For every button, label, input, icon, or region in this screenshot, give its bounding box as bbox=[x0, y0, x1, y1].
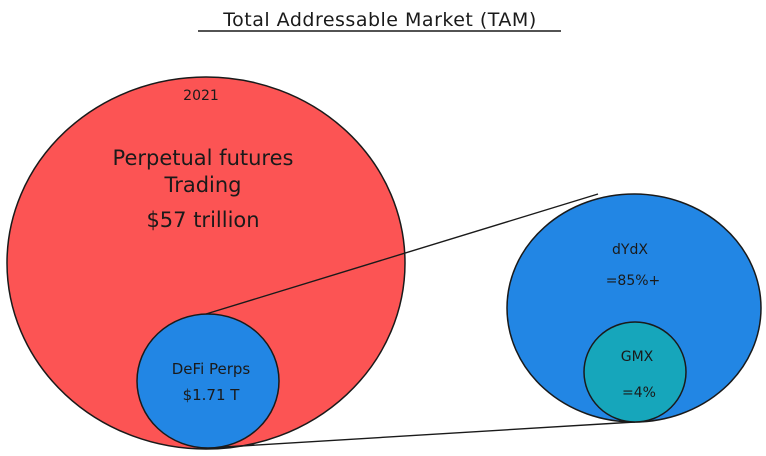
dydx-share: =85%+ bbox=[606, 273, 661, 289]
defi-perps-circle bbox=[136, 313, 280, 449]
gmx-circle bbox=[583, 321, 687, 423]
dydx-label: dYdX bbox=[612, 242, 648, 258]
gmx-share: =4% bbox=[622, 385, 656, 401]
perpetual-year-label: 2021 bbox=[183, 88, 219, 104]
perpetual-title-line1: Perpetual futures bbox=[113, 146, 294, 170]
defi-perps-amount: $1.71 T bbox=[183, 386, 241, 404]
perpetual-futures-circle bbox=[6, 76, 406, 450]
defi-perps-label: DeFi Perps bbox=[172, 360, 251, 378]
zoom-line-top bbox=[205, 193, 599, 315]
perpetual-title-line2: Trading bbox=[163, 173, 241, 197]
perpetual-amount: $57 trillion bbox=[146, 208, 259, 232]
zoom-line-bottom bbox=[207, 421, 636, 449]
diagram-title: Total Addressable Market (TAM) bbox=[222, 9, 537, 31]
gmx-label: GMX bbox=[621, 349, 654, 365]
